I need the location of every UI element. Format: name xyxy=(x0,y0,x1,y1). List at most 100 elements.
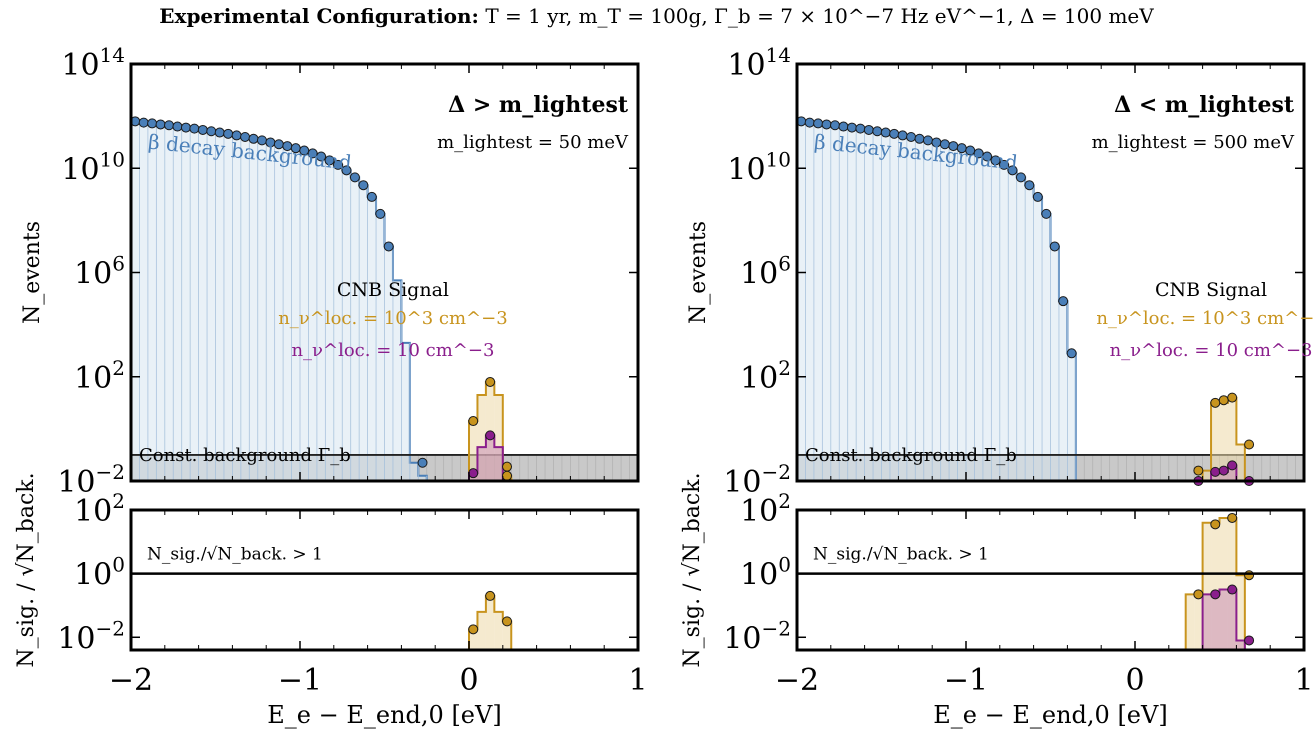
y-tick-base: 10 xyxy=(723,465,761,500)
ratio-signal-high-bar xyxy=(469,629,478,650)
plot-frame xyxy=(795,508,1306,652)
beta-background-marker xyxy=(863,124,874,135)
beta-background-marker xyxy=(189,123,200,134)
beta-background-bar xyxy=(940,144,950,481)
beta-background-bar xyxy=(181,127,191,481)
y-tick-label: 10−2 xyxy=(57,460,125,500)
y-tick-exponent: 2 xyxy=(778,356,791,380)
beta-background-marker xyxy=(990,155,1001,166)
signal-high-bar xyxy=(477,394,486,481)
beta-background-bar xyxy=(401,342,410,481)
beta-background-marker xyxy=(1024,180,1035,191)
ratio-signal-high-marker xyxy=(468,624,479,635)
beta-background-bar xyxy=(333,164,343,481)
y-tick-exponent: 0 xyxy=(112,553,125,577)
signal-high-bar xyxy=(1202,470,1212,481)
ratio-signal-low-bar xyxy=(1236,640,1245,650)
y-tick-exponent: 2 xyxy=(112,489,125,513)
beta-background-bar xyxy=(164,125,174,481)
y-tick-base: 10 xyxy=(61,48,99,83)
y-tick-label: 100 xyxy=(740,553,791,593)
beta-background-bar xyxy=(266,142,275,481)
ratio-signal-high-bar xyxy=(477,611,486,650)
beta-background-marker xyxy=(375,208,386,219)
y-tick-label: 102 xyxy=(74,356,125,396)
ratio-signal-high-bar xyxy=(1227,517,1237,650)
ratio-signal-high-marker xyxy=(1210,519,1221,530)
beta-background-marker xyxy=(821,119,832,130)
ratio-signal-high-bar xyxy=(494,611,503,650)
y-tick-label: 102 xyxy=(740,489,791,529)
beta-background-bar xyxy=(198,129,208,482)
ratio-signal-high-group xyxy=(468,594,520,651)
cnb-low-label: n_ν^loc. = 10 cm^−3 xyxy=(291,340,494,361)
beta-background-bar xyxy=(359,185,368,482)
y-tick-base: 10 xyxy=(740,361,778,396)
beta-background-bar xyxy=(232,135,241,481)
signal-high-bar xyxy=(1219,402,1228,481)
signal-high-marker xyxy=(1244,439,1255,450)
y-tick-exponent: 2 xyxy=(112,356,125,380)
plot-frame xyxy=(129,508,640,652)
beta-background-marker xyxy=(180,122,191,133)
beta-background-bar xyxy=(384,246,393,481)
beta-background-marker xyxy=(366,191,377,202)
y-tick-base: 10 xyxy=(723,621,761,656)
beta-background-bar xyxy=(1025,185,1034,482)
ratio-signal-high-bar xyxy=(502,621,512,650)
y-tick-exponent: 14 xyxy=(766,43,791,67)
y-tick-label: 106 xyxy=(740,252,791,292)
beta-background-bar xyxy=(797,121,806,482)
signal-high-marker xyxy=(1193,465,1204,476)
beta-background-marker xyxy=(982,151,993,162)
beta-background-bar xyxy=(325,160,334,481)
signal-high-marker xyxy=(1227,392,1238,403)
beta-background-group xyxy=(796,120,1102,482)
beta-background-bar xyxy=(190,128,199,481)
x-tick-label: 1 xyxy=(628,663,647,698)
y-tick-exponent: −2 xyxy=(762,460,791,484)
beta-background-marker xyxy=(872,126,883,137)
beta-background-marker xyxy=(307,148,318,159)
beta-background-marker xyxy=(155,119,166,130)
beta-background-bar xyxy=(257,140,267,481)
beta-background-marker xyxy=(846,122,857,133)
beta-background-marker xyxy=(138,117,149,128)
beta-background-bar xyxy=(1042,213,1051,481)
y-tick-base: 10 xyxy=(57,621,95,656)
beta-background-marker xyxy=(804,117,815,128)
y-tick-exponent: 6 xyxy=(778,252,791,276)
y-tick-exponent: −2 xyxy=(96,460,125,484)
beta-background-marker xyxy=(333,159,344,170)
beta-background-bar xyxy=(847,127,857,481)
ratio-threshold-label: N_sig./√N_back. > 1 xyxy=(813,545,989,565)
beta-background-marker xyxy=(324,155,335,166)
signal-high-bar xyxy=(494,394,503,481)
beta-background-marker xyxy=(1007,165,1018,176)
mass-label: m_lightest = 50 meV xyxy=(437,132,629,153)
beta-background-bar xyxy=(889,133,899,481)
y-tick-base: 10 xyxy=(727,48,765,83)
ratio-signal-low-marker xyxy=(1227,584,1238,595)
signal-low-bar xyxy=(1227,465,1237,481)
beta-background-bar xyxy=(173,126,182,482)
ratio-signal-low-bar xyxy=(1227,589,1237,650)
y-tick-exponent: −2 xyxy=(96,616,125,640)
beta-background-marker xyxy=(830,120,841,131)
beta-background-bar xyxy=(240,136,250,481)
y-axis-label: N_events xyxy=(686,221,711,324)
signal-high-marker xyxy=(1210,397,1221,408)
x-tick-label: 0 xyxy=(1125,663,1144,698)
cnb-high-label: n_ν^loc. = 10^3 cm^−3 xyxy=(1096,308,1313,329)
beta-background-marker xyxy=(999,159,1010,170)
signal-low-bar xyxy=(477,447,486,481)
y-tick-label: 1010 xyxy=(727,147,791,187)
y-tick-label: 10−2 xyxy=(57,616,125,656)
y-tick-base: 10 xyxy=(74,257,112,292)
beta-background-bar xyxy=(923,140,933,481)
beta-background-marker xyxy=(1032,191,1043,202)
cnb-signal-title: CNB Signal xyxy=(337,279,449,301)
beta-background-bar xyxy=(839,126,848,482)
x-tick-label: −2 xyxy=(109,663,153,698)
ratio-signal-high-bar xyxy=(1194,594,1203,650)
